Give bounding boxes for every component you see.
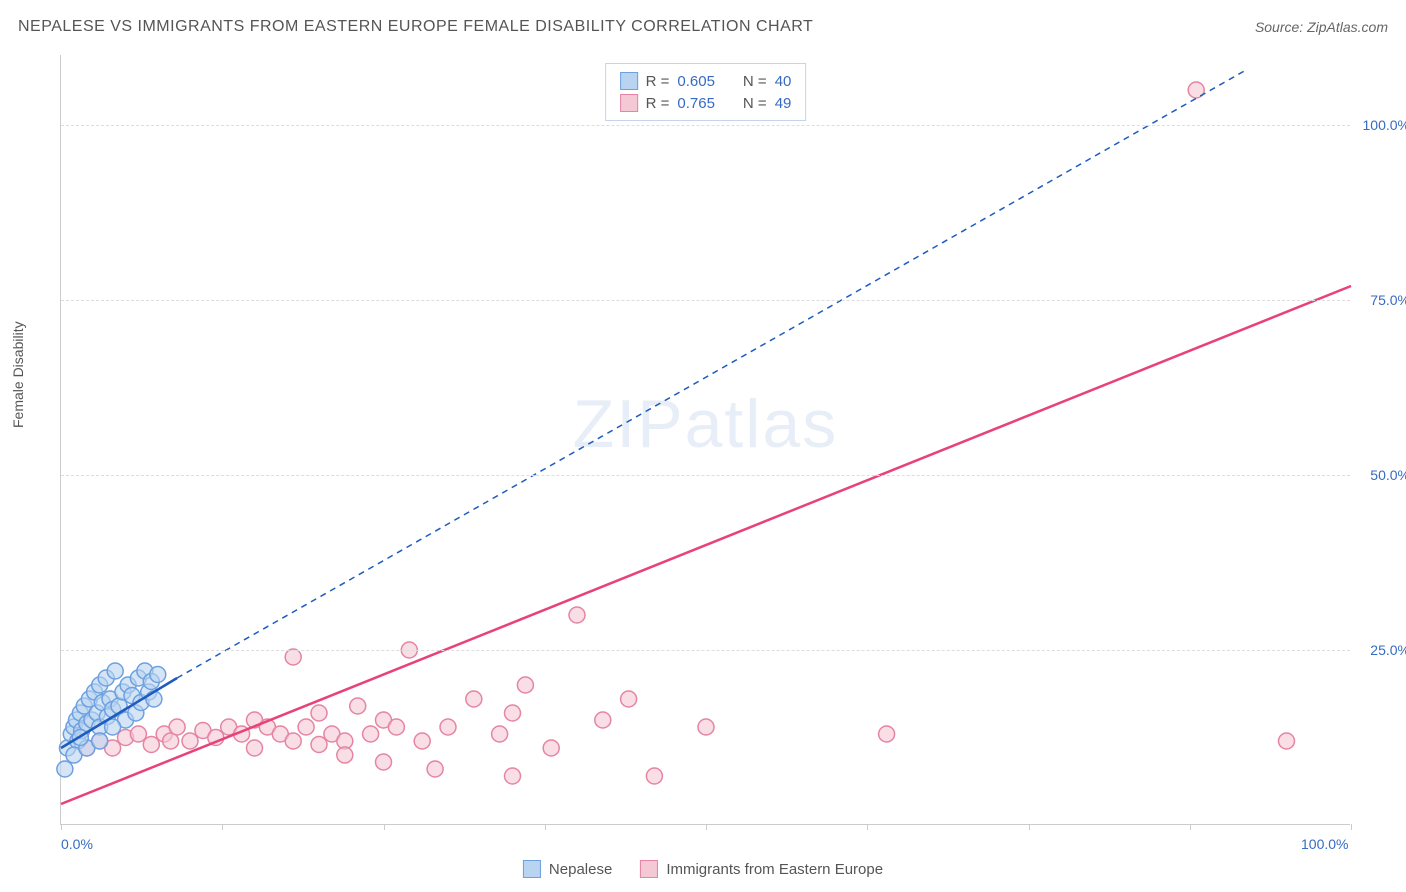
- legend-swatch: [620, 72, 638, 90]
- x-tick: [384, 824, 385, 830]
- x-tick: [61, 824, 62, 830]
- legend-swatch: [523, 860, 541, 878]
- data-point: [505, 705, 521, 721]
- data-point: [350, 698, 366, 714]
- y-tick-label: 100.0%: [1363, 117, 1406, 133]
- legend-label: Immigrants from Eastern Europe: [666, 861, 883, 878]
- gridline-h: [61, 650, 1350, 651]
- data-point: [466, 691, 482, 707]
- data-point: [505, 768, 521, 784]
- data-point: [143, 737, 159, 753]
- y-axis-label: Female Disability: [10, 321, 26, 428]
- x-tick: [1190, 824, 1191, 830]
- gridline-h: [61, 300, 1350, 301]
- data-point: [92, 733, 108, 749]
- data-point: [182, 733, 198, 749]
- data-point: [337, 747, 353, 763]
- legend-stat-row: R = 0.765 N = 49: [620, 92, 792, 114]
- header: NEPALESE VS IMMIGRANTS FROM EASTERN EURO…: [18, 18, 1388, 36]
- y-tick-label: 75.0%: [1370, 292, 1406, 308]
- r-label: R =: [646, 73, 670, 90]
- data-point: [698, 719, 714, 735]
- data-point: [517, 677, 533, 693]
- data-point: [879, 726, 895, 742]
- data-point: [130, 726, 146, 742]
- x-tick: [222, 824, 223, 830]
- data-point: [107, 663, 123, 679]
- r-value: 0.765: [677, 95, 715, 112]
- n-value: 40: [775, 73, 792, 90]
- data-point: [363, 726, 379, 742]
- x-tick: [545, 824, 546, 830]
- data-point: [388, 719, 404, 735]
- legend-stat-row: R = 0.605 N = 40: [620, 70, 792, 92]
- x-tick-label: 0.0%: [61, 836, 93, 852]
- chart-area: ZIPatlas R =0.605N =40R =0.765N =49 25.0…: [60, 55, 1350, 825]
- x-tick: [867, 824, 868, 830]
- data-point: [376, 754, 392, 770]
- legend-swatch: [620, 94, 638, 112]
- data-point: [311, 705, 327, 721]
- x-tick: [1029, 824, 1030, 830]
- data-point: [150, 667, 166, 683]
- scatter-plot: [61, 55, 1350, 824]
- legend-stats: R = 0.605 N = 40 R = 0.765 N = 49: [605, 63, 807, 121]
- data-point: [298, 719, 314, 735]
- x-tick: [706, 824, 707, 830]
- source-label: Source: ZipAtlas.com: [1255, 19, 1388, 35]
- data-point: [427, 761, 443, 777]
- data-point: [285, 649, 301, 665]
- r-label: R =: [646, 95, 670, 112]
- data-point: [247, 740, 263, 756]
- data-point: [621, 691, 637, 707]
- data-point: [543, 740, 559, 756]
- trend-line: [177, 69, 1248, 678]
- data-point: [57, 761, 73, 777]
- data-point: [595, 712, 611, 728]
- gridline-h: [61, 475, 1350, 476]
- legend-bottom: Nepalese Immigrants from Eastern Europe: [523, 860, 883, 878]
- r-value: 0.605: [677, 73, 715, 90]
- data-point: [414, 733, 430, 749]
- data-point: [569, 607, 585, 623]
- gridline-h: [61, 125, 1350, 126]
- chart-title: NEPALESE VS IMMIGRANTS FROM EASTERN EURO…: [18, 18, 813, 36]
- y-tick-label: 50.0%: [1370, 467, 1406, 483]
- data-point: [1279, 733, 1295, 749]
- n-label: N =: [743, 95, 767, 112]
- legend-label: Nepalese: [549, 861, 612, 878]
- legend-item: Nepalese: [523, 860, 612, 878]
- data-point: [646, 768, 662, 784]
- legend-item: Immigrants from Eastern Europe: [640, 860, 883, 878]
- y-tick-label: 25.0%: [1370, 642, 1406, 658]
- legend-swatch: [640, 860, 658, 878]
- data-point: [440, 719, 456, 735]
- x-tick-label: 100.0%: [1301, 836, 1348, 852]
- x-tick: [1351, 824, 1352, 830]
- data-point: [285, 733, 301, 749]
- data-point: [169, 719, 185, 735]
- n-label: N =: [743, 73, 767, 90]
- data-point: [492, 726, 508, 742]
- n-value: 49: [775, 95, 792, 112]
- data-point: [311, 737, 327, 753]
